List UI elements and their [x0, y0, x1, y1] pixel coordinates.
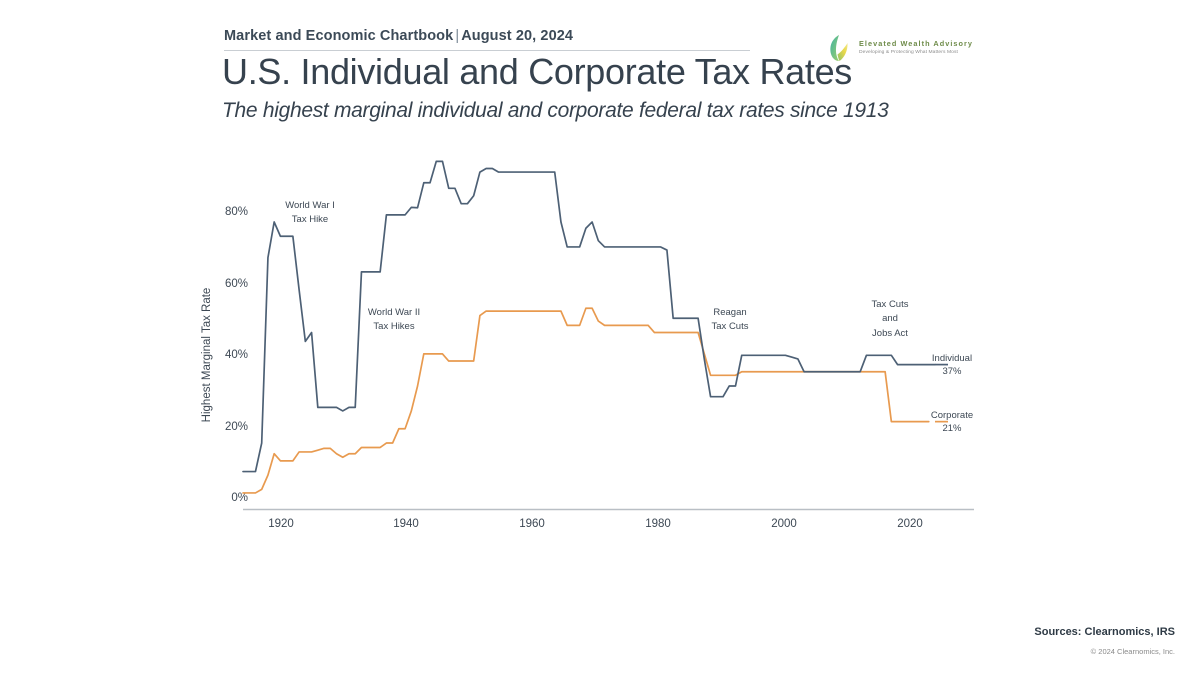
annotation-line: Tax Cuts: [872, 299, 909, 310]
brand-tagline: Developing & Protecting What Matters Mos…: [859, 50, 958, 56]
corporate-line-series: [242, 307, 930, 494]
annotation-line: and: [882, 313, 898, 324]
y-tick-label: 60%: [225, 278, 248, 290]
annotation-line: Reagan: [713, 307, 746, 318]
header-divider: [224, 50, 750, 51]
series-name-label: Corporate: [931, 410, 973, 421]
page-title: U.S. Individual and Corporate Tax Rates: [222, 51, 852, 92]
x-tick-label: 1920: [268, 518, 294, 530]
annotation-line: Tax Cuts: [712, 321, 749, 332]
x-tick-label: 1940: [393, 518, 419, 530]
series-value-label: 21%: [942, 423, 962, 434]
brand-logo: Elevated Wealth Advisory Developing & Pr…: [828, 33, 978, 63]
annotation-line: Jobs Act: [872, 328, 908, 339]
brand-logo-text: Elevated Wealth Advisory Developing & Pr…: [859, 39, 974, 56]
annotation-line: Tax Hike: [292, 214, 328, 225]
kicker-title: Market and Economic Chartbook: [224, 28, 454, 44]
kicker-separator: |: [455, 28, 460, 44]
y-axis-ticks: 80% 60% 40% 20% 0%: [225, 206, 248, 504]
brand-name: Elevated Wealth Advisory: [859, 39, 974, 49]
series-name-label: Individual: [932, 353, 972, 364]
page-subtitle: The highest marginal individual and corp…: [222, 99, 889, 122]
annotation-world-war-2: World War II Tax Hikes: [368, 307, 420, 332]
annotation-tax-cuts-and-jobs-act: Tax Cuts and Jobs Act: [872, 299, 909, 339]
x-tick-label: 1960: [519, 518, 545, 530]
y-axis-title: Highest Marginal Tax Rate: [201, 288, 213, 423]
annotation-line: World War I: [285, 200, 335, 211]
y-tick-label: 40%: [225, 349, 248, 361]
chartbook-kicker: Market and Economic Chartbook | August 20,…: [224, 28, 974, 51]
annotation-line: World War II: [368, 307, 420, 318]
leaf-logo-icon: [828, 34, 852, 62]
annotation-line: Tax Hikes: [373, 321, 414, 332]
kicker-date: August 20, 2024: [461, 28, 574, 44]
x-tick-label: 1980: [645, 518, 671, 530]
individual-series-label: Individual 37%: [932, 353, 972, 377]
x-tick-label: 2020: [897, 518, 923, 530]
y-tick-label: 80%: [225, 206, 248, 218]
x-tick-label: 2000: [771, 518, 797, 530]
corporate-series-label: Corporate 21%: [931, 410, 973, 434]
copyright-text: © 2024 Clearnomics, Inc.: [1090, 647, 1175, 656]
sources-text: Sources: Clearnomics, IRS: [1034, 626, 1175, 638]
y-tick-label: 20%: [225, 421, 248, 433]
kicker-text: Market and Economic Chartbook | August 20,…: [224, 28, 974, 44]
individual-line-series: [242, 160, 936, 473]
annotation-reagan-tax-cuts: Reagan Tax Cuts: [712, 307, 749, 332]
annotation-world-war-1: World War I Tax Hike: [285, 200, 335, 225]
series-value-label: 37%: [942, 366, 962, 377]
x-axis-ticks: 1920 1940 1960 1980 2000 2020: [268, 518, 923, 530]
y-tick-label: 0%: [231, 492, 248, 504]
